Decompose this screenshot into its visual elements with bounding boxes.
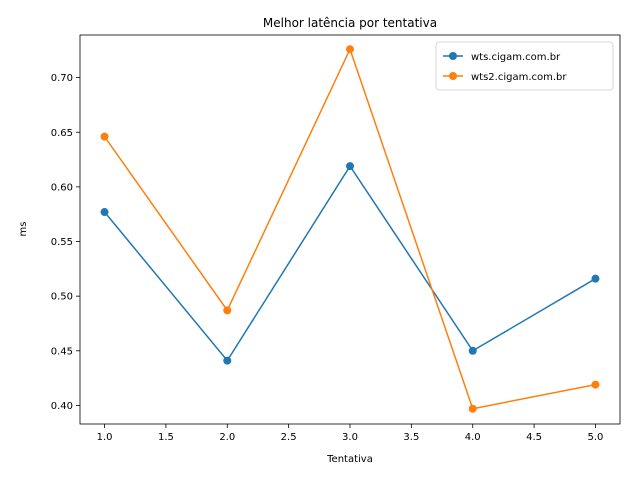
legend: wts.cigam.com.br wts2.cigam.com.br <box>435 41 614 91</box>
data-point <box>591 274 600 283</box>
x-tick-label: 5.0 <box>588 432 604 443</box>
y-tick-label: 0.45 <box>51 346 73 357</box>
y-tick-label: 0.50 <box>51 292 73 303</box>
y-tick-label: 0.60 <box>51 182 73 193</box>
x-tick-label: 4.5 <box>526 432 542 443</box>
data-point <box>346 162 354 171</box>
y-axis: 0.40 0.45 0.50 0.55 0.60 0.65 0.70 <box>51 73 80 412</box>
data-point <box>100 208 109 217</box>
data-point <box>591 380 600 389</box>
chart-title: Melhor latência por tentativa <box>263 16 437 30</box>
data-point <box>223 306 232 315</box>
plot-frame <box>79 34 621 425</box>
x-axis: 1.0 1.5 2.0 2.5 3.0 3.5 4.0 4.5 5.0 <box>97 424 604 443</box>
x-tick-label: 3.5 <box>403 432 419 443</box>
series-line-1 <box>103 164 596 362</box>
data-point <box>346 45 354 54</box>
y-tick-label: 0.55 <box>51 237 73 248</box>
legend-label: wts.cigam.com.br <box>471 52 561 63</box>
x-tick-label: 2.0 <box>219 432 235 443</box>
x-tick-label: 1.0 <box>97 432 113 443</box>
plot-area <box>100 45 600 413</box>
y-tick-label: 0.65 <box>51 128 73 139</box>
data-point <box>468 346 477 355</box>
data-point <box>223 356 232 365</box>
x-tick-label: 1.5 <box>158 432 174 443</box>
x-tick-label: 4.0 <box>465 432 481 443</box>
y-tick-label: 0.40 <box>51 401 73 412</box>
x-axis-label: Tentativa <box>326 454 373 465</box>
legend-label: wts2.cigam.com.br <box>471 72 567 83</box>
legend-box <box>435 41 614 91</box>
legend-marker <box>449 72 457 80</box>
x-tick-label: 2.5 <box>281 432 297 443</box>
series-line-2 <box>103 47 596 410</box>
y-axis-label: ms <box>18 222 29 237</box>
legend-marker <box>449 52 457 60</box>
data-point <box>468 404 477 413</box>
x-tick-label: 3.0 <box>342 432 358 443</box>
y-tick-label: 0.70 <box>51 73 73 84</box>
data-point <box>100 132 109 141</box>
